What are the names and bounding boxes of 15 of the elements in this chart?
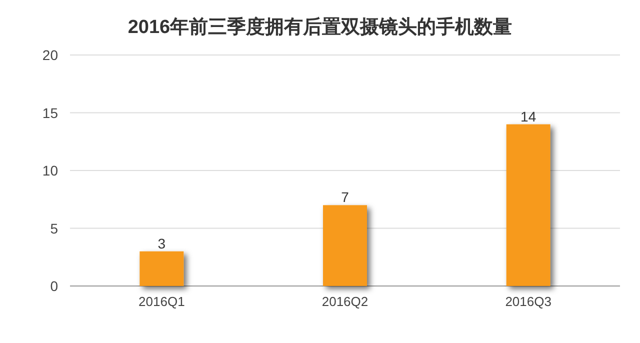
y-tick-label: 20 [42,47,58,63]
x-tick-label: 2016Q3 [505,294,552,309]
x-tick-label: 2016Q2 [322,294,368,309]
chart-title: 2016年前三季度拥有后置双摄镜头的手机数量 [128,16,512,38]
bar [140,251,184,286]
bar [323,205,367,286]
bar [506,124,550,286]
x-tick-label: 2016Q1 [138,294,185,309]
data-label: 3 [158,235,166,252]
y-tick-label: 10 [42,162,58,178]
y-tick-label: 0 [50,278,58,294]
data-label: 7 [341,189,350,206]
y-tick-label: 15 [42,104,58,121]
data-label: 14 [520,108,536,124]
y-tick-label: 5 [50,220,58,236]
